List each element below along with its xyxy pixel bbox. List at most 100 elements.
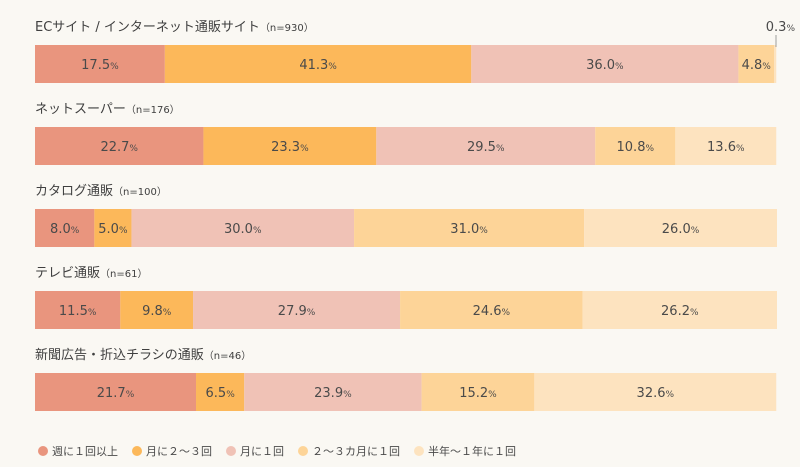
data-label-unit: %	[736, 144, 745, 154]
data-label: 17.5%	[81, 58, 119, 73]
bar-segment	[738, 45, 775, 83]
data-label: 23.3%	[271, 140, 309, 155]
legend-item-monthly: 月に１回	[226, 443, 284, 459]
row-title: ネットスーパー（n=176）	[35, 102, 180, 117]
row-title-text: ネットスーパー	[35, 102, 126, 117]
data-label: 41.3%	[299, 58, 337, 73]
row-title: 新聞広告・折込チラシの通販（n=46）	[35, 347, 251, 363]
row-title: テレビ通販（n=61）	[35, 266, 147, 281]
data-label: 27.9%	[278, 304, 316, 319]
legend-label: ２～３カ月に１回	[312, 445, 400, 458]
data-label: 26.0%	[662, 222, 700, 237]
data-label: 24.6%	[473, 304, 511, 319]
bar-segment	[35, 45, 165, 83]
bar-segment	[774, 45, 777, 83]
data-label-unit: %	[163, 308, 172, 318]
data-label: 15.2%	[459, 386, 497, 401]
bar-segment	[376, 127, 596, 165]
data-label-value: 41.3	[299, 58, 328, 73]
data-label-unit: %	[666, 390, 675, 400]
bar-segment	[196, 373, 245, 411]
bar-segment	[193, 291, 401, 329]
legend-swatch	[226, 446, 236, 456]
bar-segment	[35, 127, 204, 165]
bar-segment	[120, 291, 194, 329]
data-label: 8.0%	[50, 222, 80, 237]
bar-segment	[35, 291, 121, 329]
data-label-value: 10.8	[617, 140, 646, 155]
data-label-unit: %	[496, 144, 505, 154]
legend-label: 半年～１年に１回	[428, 445, 516, 458]
data-label-value: 21.7	[97, 386, 126, 401]
data-label-value: 30.0	[224, 222, 253, 237]
bar-segment	[471, 45, 739, 83]
data-label-value: 23.3	[271, 140, 300, 155]
bar-segment	[582, 291, 777, 329]
data-label: 29.5%	[467, 140, 505, 155]
data-label-value: 8.0	[50, 222, 71, 237]
legend: 週に１回以上 月に２～３回 月に１回 ２～３カ月に１回 半年～１年に１回	[38, 443, 516, 459]
data-label-value: 26.2	[661, 304, 690, 319]
row-sample-size: （n=176）	[126, 104, 180, 116]
data-label-unit: %	[129, 144, 138, 154]
data-label-value: 31.0	[450, 222, 479, 237]
row-sample-size: （n=46）	[204, 350, 251, 362]
data-label-unit: %	[71, 226, 80, 236]
data-label: 13.6%	[707, 140, 745, 155]
bar-segment	[94, 209, 132, 247]
legend-swatch	[38, 446, 48, 456]
data-label: 32.6%	[637, 386, 675, 401]
data-label-unit: %	[645, 144, 654, 154]
data-label: 30.0%	[224, 222, 262, 237]
data-label-value: 36.0	[586, 58, 615, 73]
row-title: ECサイト / インターネット通販サイト（n=930）	[35, 20, 314, 35]
data-label: 31.0%	[450, 222, 488, 237]
data-label: 23.9%	[314, 386, 352, 401]
bar-segment	[131, 209, 355, 247]
data-label-value: 23.9	[314, 386, 343, 401]
data-label-value: 13.6	[707, 140, 736, 155]
bar-segment	[244, 373, 422, 411]
data-label: 36.0%	[586, 58, 624, 73]
row-sample-size: （n=930）	[260, 22, 314, 34]
data-label: 21.7%	[97, 386, 135, 401]
data-label-unit: %	[110, 62, 119, 72]
bar-segment	[35, 373, 197, 411]
data-label-unit: %	[253, 226, 262, 236]
data-label-unit: %	[88, 308, 97, 318]
data-label-unit: %	[307, 308, 316, 318]
data-label-value: 9.8	[142, 304, 163, 319]
legend-label: 週に１回以上	[52, 445, 118, 458]
data-label-value: 6.5	[206, 386, 227, 401]
data-label-unit: %	[479, 226, 488, 236]
legend-swatch	[414, 446, 424, 456]
data-label-unit: %	[226, 390, 235, 400]
data-label: 0.3%	[766, 20, 796, 35]
legend-item-2-3-months: ２～３カ月に１回	[298, 443, 400, 459]
legend-item-2-3-monthly: 月に２～３回	[132, 443, 212, 459]
data-label-unit: %	[300, 144, 309, 154]
bar-segment	[354, 209, 585, 247]
data-label-unit: %	[488, 390, 497, 400]
data-label-value: 15.2	[459, 386, 488, 401]
row-sample-size: （n=61）	[100, 268, 147, 280]
data-label-value: 27.9	[278, 304, 307, 319]
data-label-unit: %	[343, 390, 352, 400]
data-label-unit: %	[615, 62, 624, 72]
data-label-value: 26.0	[662, 222, 691, 237]
data-label-unit: %	[786, 24, 795, 34]
data-label-unit: %	[762, 62, 771, 72]
data-label: 5.0%	[98, 222, 128, 237]
data-label-value: 17.5	[81, 58, 110, 73]
data-label: 11.5%	[59, 304, 97, 319]
data-label-value: 29.5	[467, 140, 496, 155]
data-label: 9.8%	[142, 304, 172, 319]
bar-segment	[400, 291, 583, 329]
data-label-value: 4.8	[742, 58, 763, 73]
data-label-value: 24.6	[473, 304, 502, 319]
row-title-text: カタログ通販	[35, 184, 113, 199]
data-label-value: 5.0	[98, 222, 119, 237]
data-label-value: 0.3	[766, 20, 787, 35]
bar-segment	[421, 373, 535, 411]
